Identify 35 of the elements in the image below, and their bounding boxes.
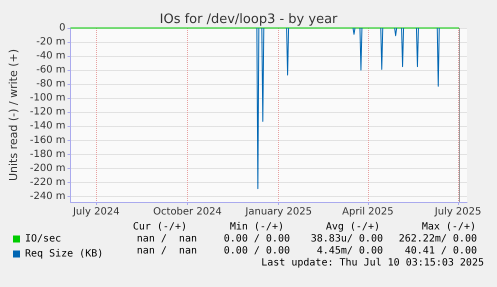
y-tick-label: -180 m	[30, 148, 66, 160]
y-tick-label: -240 m	[30, 190, 66, 202]
legend-label: Req Size (KB)	[25, 248, 104, 260]
y-tick-label: 0	[59, 22, 66, 34]
text: Last update: Thu Jul 10 03:15:03 2025	[261, 258, 484, 268]
x-tick-label: July 2025	[434, 206, 482, 218]
y-tick-label: -220 m	[30, 176, 66, 188]
text: 40.41 / 0.00	[404, 246, 477, 256]
y-tick-label: -40 m	[36, 50, 66, 62]
text: nan / nan	[136, 234, 197, 244]
y-tick-label: -100 m	[30, 92, 66, 104]
y-tick-label: -20 m	[36, 36, 66, 48]
text: 4.45m/ 0.00	[316, 246, 383, 256]
x-tick-label: April 2025	[342, 206, 394, 218]
y-tick-label: -120 m	[30, 106, 66, 118]
y-tick-label: -80 m	[36, 78, 66, 90]
x-tick-label: July 2024	[72, 206, 120, 218]
y-tick-label: -200 m	[30, 162, 66, 174]
text: Max (-/+)	[422, 222, 476, 232]
text: 0.00 / 0.00	[224, 246, 290, 256]
y-tick-label: -160 m	[30, 134, 66, 146]
text: Cur (-/+)	[132, 222, 187, 232]
text: 262.22m/ 0.00	[398, 234, 477, 244]
text: Avg (-/+)	[326, 222, 380, 232]
y-axis-title: Units read (-) / write (+)	[7, 48, 20, 182]
text: nan / nan	[136, 246, 197, 256]
text: 38.83u/ 0.00	[310, 234, 383, 244]
text: Min (-/+)	[230, 222, 284, 232]
text: 0.00 / 0.00	[224, 234, 290, 244]
x-tick-label: October 2024	[153, 206, 222, 218]
x-tick-label: January 2025	[244, 206, 312, 218]
y-tick-label: -60 m	[36, 64, 66, 76]
legend-label: IO/sec	[25, 234, 62, 244]
chart-title: IOs for /dev/loop3 - by year	[160, 12, 338, 27]
y-tick-label: -140 m	[30, 120, 66, 132]
